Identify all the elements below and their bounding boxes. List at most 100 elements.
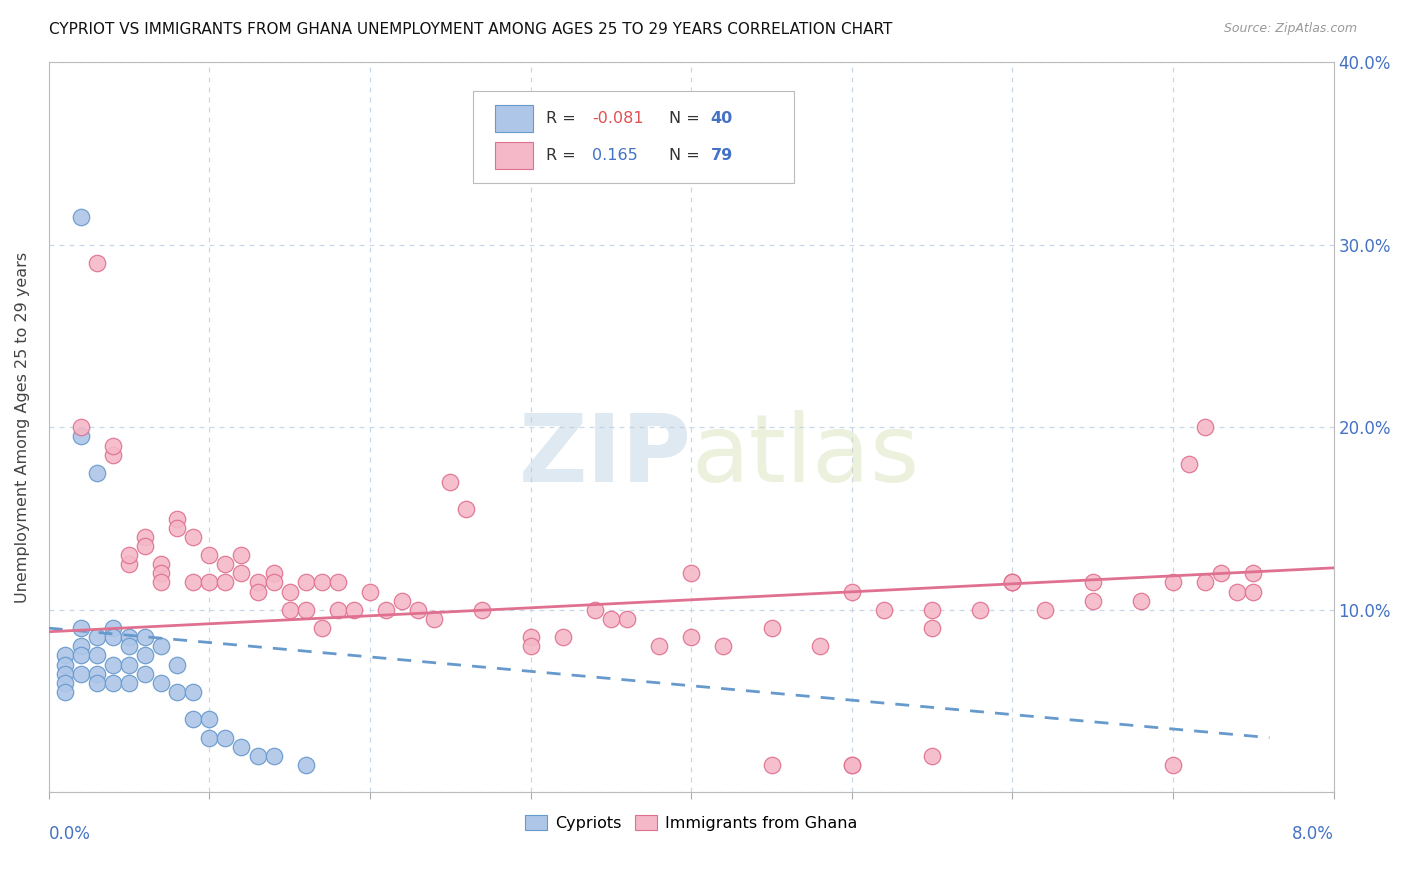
Point xyxy=(134,648,156,663)
Point xyxy=(70,429,93,443)
Point xyxy=(1001,575,1024,590)
Point xyxy=(1161,758,1184,772)
Point xyxy=(343,603,366,617)
Point xyxy=(198,731,221,745)
Point xyxy=(118,630,141,644)
Point xyxy=(181,712,204,726)
Point xyxy=(841,758,863,772)
Text: R =: R = xyxy=(546,148,581,163)
Point xyxy=(263,748,285,763)
Point xyxy=(311,621,333,635)
FancyBboxPatch shape xyxy=(472,91,794,183)
Point xyxy=(246,575,269,590)
Point xyxy=(1001,575,1024,590)
Point xyxy=(181,530,204,544)
Point xyxy=(134,630,156,644)
Point xyxy=(118,676,141,690)
Point xyxy=(406,603,429,617)
Point xyxy=(101,448,124,462)
Point xyxy=(761,758,783,772)
Point xyxy=(86,630,108,644)
Point xyxy=(101,438,124,452)
Text: 0.165: 0.165 xyxy=(592,148,638,163)
Point xyxy=(681,566,703,581)
Point xyxy=(198,712,221,726)
Point xyxy=(150,575,173,590)
Point xyxy=(166,521,188,535)
Point xyxy=(326,603,349,617)
Point xyxy=(423,612,446,626)
Point xyxy=(921,748,943,763)
Point xyxy=(70,648,93,663)
Text: -0.081: -0.081 xyxy=(592,111,644,126)
Text: atlas: atlas xyxy=(692,410,920,502)
Point xyxy=(231,548,253,562)
Point xyxy=(198,575,221,590)
Point xyxy=(166,657,188,672)
Point xyxy=(1129,593,1152,607)
Point xyxy=(841,584,863,599)
Point xyxy=(86,666,108,681)
Point xyxy=(278,603,301,617)
Point xyxy=(231,739,253,754)
Point xyxy=(583,603,606,617)
Point xyxy=(551,630,574,644)
Point xyxy=(278,584,301,599)
Point xyxy=(181,685,204,699)
Point xyxy=(761,621,783,635)
Point xyxy=(166,511,188,525)
FancyBboxPatch shape xyxy=(495,105,533,132)
Text: 8.0%: 8.0% xyxy=(1292,825,1334,843)
Point xyxy=(648,640,671,654)
Point xyxy=(70,211,93,225)
Point xyxy=(1226,584,1249,599)
FancyBboxPatch shape xyxy=(495,143,533,169)
Point xyxy=(359,584,381,599)
Text: 79: 79 xyxy=(710,148,733,163)
Point xyxy=(681,630,703,644)
Point xyxy=(326,575,349,590)
Point xyxy=(519,630,541,644)
Point xyxy=(134,530,156,544)
Point xyxy=(53,657,76,672)
Point xyxy=(70,640,93,654)
Point xyxy=(86,648,108,663)
Point xyxy=(181,575,204,590)
Point xyxy=(118,548,141,562)
Point xyxy=(519,640,541,654)
Point xyxy=(214,731,236,745)
Point xyxy=(150,640,173,654)
Point xyxy=(439,475,461,489)
Point xyxy=(70,666,93,681)
Text: N =: N = xyxy=(669,111,706,126)
Point xyxy=(841,758,863,772)
Point xyxy=(1033,603,1056,617)
Point xyxy=(118,558,141,572)
Point xyxy=(294,575,316,590)
Y-axis label: Unemployment Among Ages 25 to 29 years: Unemployment Among Ages 25 to 29 years xyxy=(15,252,30,603)
Point xyxy=(101,657,124,672)
Point xyxy=(1194,420,1216,434)
Point xyxy=(86,466,108,480)
Point xyxy=(391,593,413,607)
Point xyxy=(101,621,124,635)
Point xyxy=(214,575,236,590)
Point xyxy=(231,566,253,581)
Point xyxy=(1081,575,1104,590)
Point xyxy=(198,548,221,562)
Text: R =: R = xyxy=(546,111,581,126)
Point xyxy=(150,558,173,572)
Point xyxy=(70,621,93,635)
Point xyxy=(1161,575,1184,590)
Point xyxy=(118,640,141,654)
Point xyxy=(86,676,108,690)
Point xyxy=(808,640,831,654)
Point xyxy=(86,256,108,270)
Point xyxy=(969,603,991,617)
Point xyxy=(118,657,141,672)
Point xyxy=(53,666,76,681)
Point xyxy=(70,420,93,434)
Point xyxy=(311,575,333,590)
Text: 40: 40 xyxy=(710,111,733,126)
Point xyxy=(53,648,76,663)
